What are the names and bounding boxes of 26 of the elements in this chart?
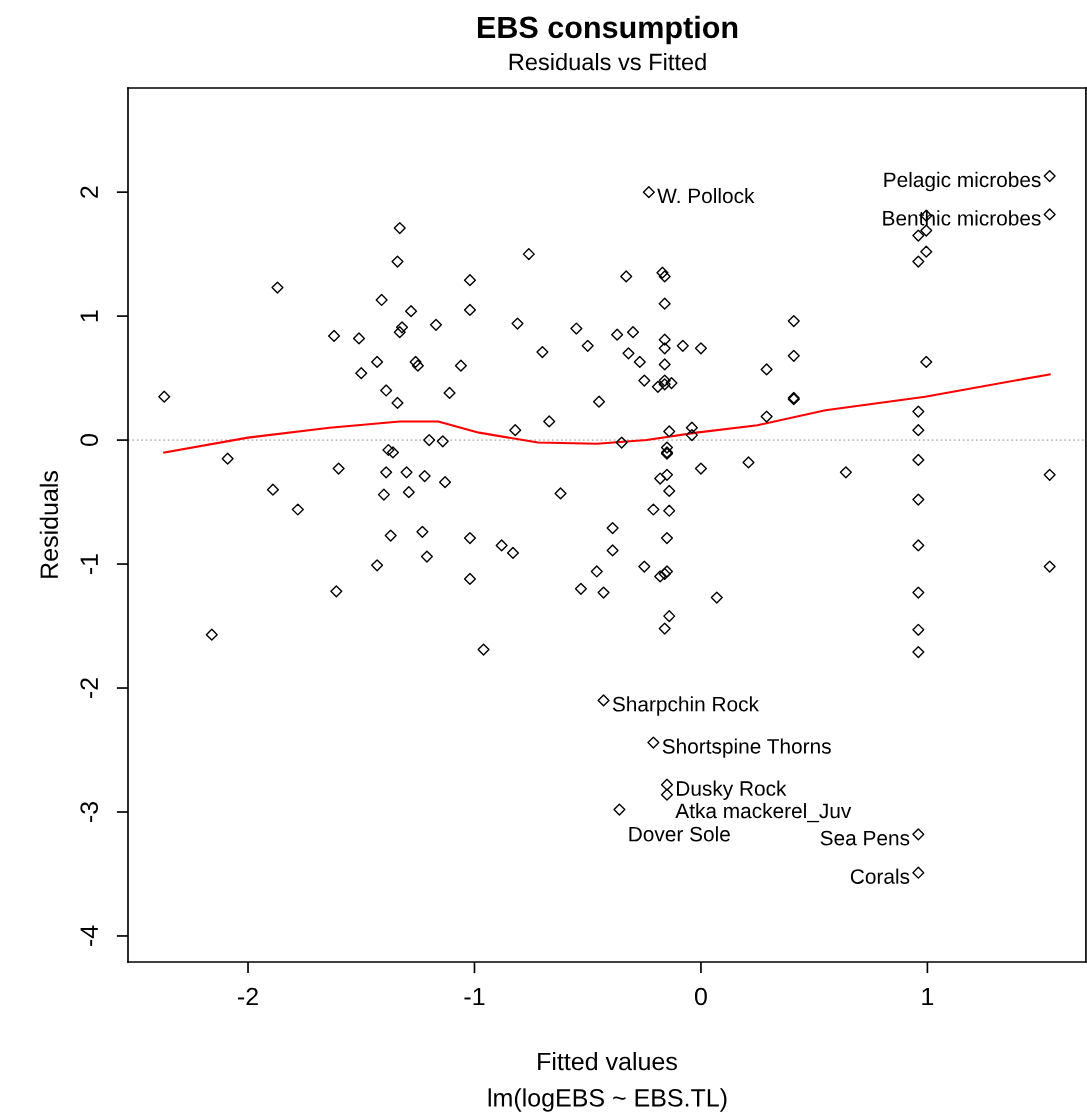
chart-title: EBS consumption — [477, 15, 738, 45]
y-tick-label: -2 — [80, 678, 98, 699]
annotation: Atka mackerel_Juv — [675, 802, 852, 823]
y-tick-label: -4 — [80, 925, 98, 946]
annotation: Sharpchin Rock — [612, 696, 759, 716]
x-tick-label: 1 — [922, 987, 934, 1006]
y-tick-label: -3 — [80, 801, 99, 822]
chart-subtitle: Residuals vs Fitted — [509, 53, 706, 71]
y-axis-title: Residuals — [39, 471, 59, 578]
x-tick-label: -2 — [238, 987, 258, 1006]
y-tick-label: 0 — [80, 434, 99, 447]
y-tick-label: 1 — [80, 310, 98, 322]
text: lm(logEBS ~ EBS.TL) — [488, 1088, 727, 1112]
x-tick-label: 0 — [694, 987, 707, 1006]
annotation: W. Pollock — [657, 187, 755, 204]
annotation: Dusky Rock — [677, 780, 787, 800]
y-tick-label: 2 — [80, 186, 98, 198]
x-tick-label: -1 — [464, 987, 485, 1006]
annotation: Corals — [850, 868, 910, 884]
annotation: Shortspine Thorns — [662, 738, 831, 758]
y-tick-label: -1 — [80, 554, 98, 575]
annotation: Benthic microbes — [883, 210, 1041, 226]
annotation: Pelagic microbes — [884, 171, 1041, 192]
annotation: Sea Pens — [820, 830, 910, 846]
x-axis-title: Fitted values — [538, 1051, 677, 1071]
annotation: Dover Sole — [629, 826, 730, 842]
